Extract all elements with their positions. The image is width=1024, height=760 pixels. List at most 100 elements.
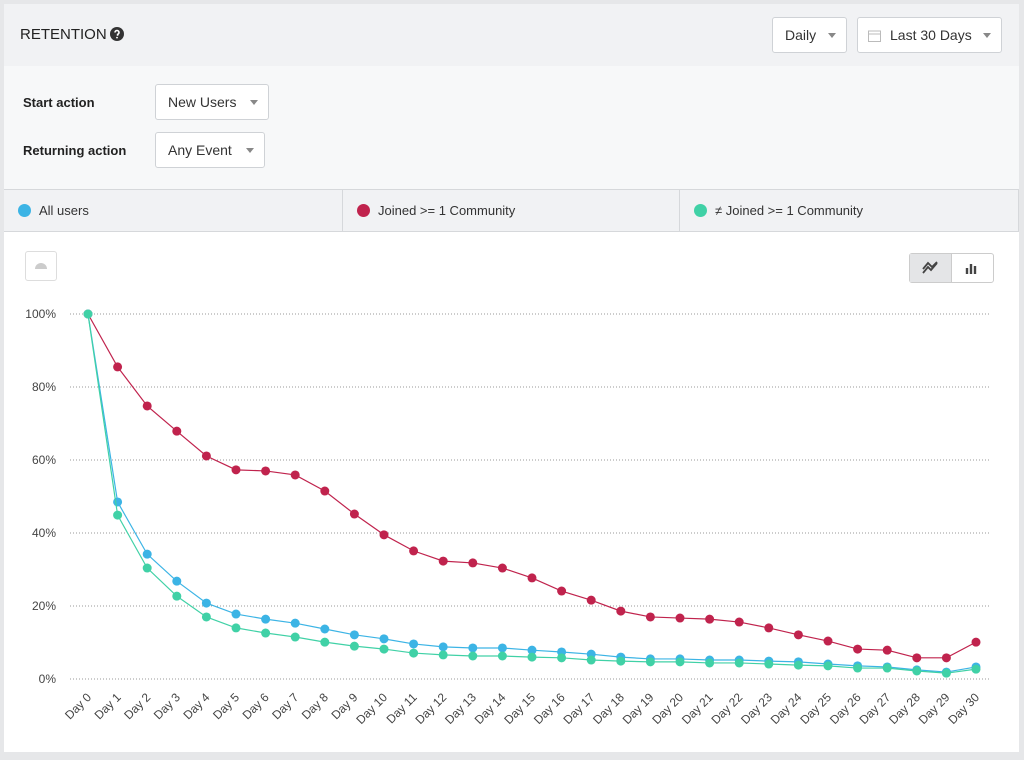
range-value: Last 30 Days (890, 27, 972, 43)
series-line (88, 314, 976, 672)
x-tick-label: Day 11 (384, 690, 420, 726)
x-tick-label: Day 4 (180, 690, 212, 722)
data-point (883, 664, 892, 673)
y-tick-label: 60% (32, 453, 56, 467)
data-point (261, 629, 270, 638)
x-tick-label: Day 29 (916, 690, 953, 727)
data-point (439, 557, 448, 566)
data-point (794, 630, 803, 639)
x-tick-label: Day 13 (442, 690, 479, 727)
x-tick-label: Day 0 (62, 690, 94, 722)
return-label: Returning action (23, 143, 126, 158)
data-point (853, 664, 862, 673)
calendar-icon (868, 29, 881, 42)
return-dropdown[interactable]: Any Event (155, 132, 265, 168)
data-point (409, 649, 418, 658)
range-dropdown[interactable]: Last 30 Days (857, 17, 1002, 53)
x-tick-label: Day 19 (620, 690, 657, 727)
data-point (113, 497, 122, 506)
data-point (942, 669, 951, 678)
data-point (143, 550, 152, 559)
data-point (853, 645, 862, 654)
x-tick-label: Day 26 (827, 690, 864, 727)
data-point (232, 623, 241, 632)
data-point (705, 615, 714, 624)
x-tick-label: Day 5 (210, 690, 242, 722)
help-icon[interactable] (110, 27, 124, 41)
legend-item[interactable]: Joined >= 1 Community (343, 190, 680, 232)
data-point (291, 470, 300, 479)
data-point (557, 587, 566, 596)
data-point (468, 558, 477, 567)
x-tick-label: Day 2 (121, 690, 153, 722)
data-point (202, 599, 211, 608)
data-point (705, 658, 714, 667)
start-value: New Users (168, 94, 236, 110)
x-tick-label: Day 15 (501, 690, 538, 727)
data-point (350, 642, 359, 651)
x-tick-label: Day 20 (649, 690, 686, 727)
data-point (498, 652, 507, 661)
data-point (232, 610, 241, 619)
data-point (320, 624, 329, 633)
data-point (498, 564, 507, 573)
data-point (143, 401, 152, 410)
y-tick-label: 0% (39, 672, 57, 686)
data-point (291, 633, 300, 642)
data-point (735, 658, 744, 667)
series-line (88, 314, 976, 673)
data-point (84, 310, 93, 319)
data-point (912, 666, 921, 675)
x-tick-label: Day 16 (531, 690, 568, 727)
data-point (202, 451, 211, 460)
legend-label: All users (39, 203, 89, 218)
x-tick-label: Day 28 (886, 690, 923, 727)
data-point (616, 607, 625, 616)
header: RETENTION Daily Last 30 Days (4, 4, 1019, 67)
data-point (764, 623, 773, 632)
data-point (350, 510, 359, 519)
data-point (824, 661, 833, 670)
data-point (824, 637, 833, 646)
x-tick-label: Day 6 (240, 690, 272, 722)
data-point (676, 657, 685, 666)
legend-item[interactable]: ≠ Joined >= 1 Community (680, 190, 1019, 232)
data-point (380, 645, 389, 654)
data-point (350, 630, 359, 639)
x-tick-label: Day 10 (353, 690, 390, 727)
x-tick-label: Day 24 (768, 690, 805, 727)
y-tick-label: 40% (32, 526, 56, 540)
data-point (439, 642, 448, 651)
start-dropdown[interactable]: New Users (155, 84, 269, 120)
data-point (380, 530, 389, 539)
legend-item[interactable]: All users (4, 190, 343, 232)
data-point (172, 592, 181, 601)
x-tick-label: Day 12 (413, 690, 450, 727)
x-tick-label: Day 3 (151, 690, 183, 722)
data-point (409, 546, 418, 555)
data-point (261, 466, 270, 475)
interval-dropdown[interactable]: Daily (772, 17, 847, 53)
chart: 0%20%40%60%80%100%Day 0Day 1Day 2Day 3Da… (0, 232, 1024, 752)
legend-dot (357, 204, 370, 217)
data-point (972, 638, 981, 647)
data-point (291, 619, 300, 628)
data-point (113, 511, 122, 520)
data-point (794, 661, 803, 670)
data-point (764, 660, 773, 669)
x-tick-label: Day 1 (92, 690, 124, 722)
data-point (468, 652, 477, 661)
interval-value: Daily (785, 27, 816, 43)
legend-label: ≠ Joined >= 1 Community (715, 203, 863, 218)
x-tick-label: Day 8 (299, 690, 331, 722)
data-point (646, 612, 655, 621)
data-point (172, 577, 181, 586)
x-tick-label: Day 14 (472, 690, 509, 727)
return-value: Any Event (168, 142, 232, 158)
data-point (883, 646, 892, 655)
data-point (320, 487, 329, 496)
legend-label: Joined >= 1 Community (378, 203, 515, 218)
x-tick-label: Day 21 (679, 690, 716, 727)
data-point (380, 634, 389, 643)
data-point (439, 650, 448, 659)
